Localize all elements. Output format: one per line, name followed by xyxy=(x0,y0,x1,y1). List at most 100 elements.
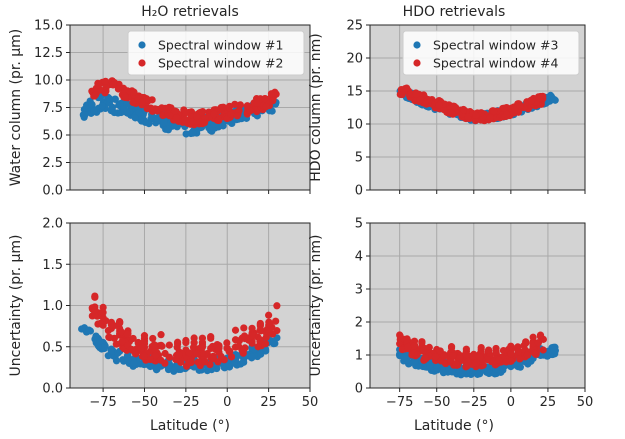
data-point xyxy=(130,88,138,96)
data-point xyxy=(193,350,201,358)
y-tick-label: 15.0 xyxy=(34,19,63,34)
x-tick-label: 25 xyxy=(260,395,277,410)
data-point xyxy=(460,106,468,114)
data-point xyxy=(452,360,460,368)
legend-label: Spectral window #3 xyxy=(433,38,558,53)
legend-marker xyxy=(413,59,421,67)
x-tick-label: −50 xyxy=(131,395,158,410)
data-point xyxy=(107,347,115,355)
data-point xyxy=(240,358,248,366)
data-point xyxy=(109,81,117,89)
data-point xyxy=(489,357,497,365)
data-point xyxy=(223,339,231,347)
axes-frame xyxy=(369,222,586,389)
data-point xyxy=(83,101,91,109)
data-point xyxy=(507,350,515,358)
series-2 xyxy=(396,331,547,371)
data-point xyxy=(140,332,149,340)
data-point xyxy=(256,319,264,328)
data-point xyxy=(99,303,107,311)
data-point xyxy=(231,326,240,334)
data-point xyxy=(90,107,98,115)
data-point xyxy=(449,351,457,360)
x-tick-label: −50 xyxy=(423,395,450,410)
legend-label: Spectral window #4 xyxy=(433,56,558,71)
legend: Spectral window #1 Spectral window #2 xyxy=(127,30,305,76)
data-point xyxy=(257,350,265,358)
data-point xyxy=(536,93,544,102)
data-point xyxy=(101,89,109,97)
data-point xyxy=(265,311,273,319)
data-point xyxy=(406,90,415,98)
data-point xyxy=(152,351,160,360)
y-tick-label: 3 xyxy=(355,283,363,298)
data-point xyxy=(265,328,273,336)
data-point xyxy=(88,100,96,109)
series-2 xyxy=(396,84,547,125)
y-axis-label: Water column (pr. μm) xyxy=(8,29,24,187)
data-point xyxy=(165,341,173,349)
data-point xyxy=(210,110,218,118)
data-point xyxy=(189,129,197,137)
legend-box xyxy=(127,30,305,76)
data-point xyxy=(96,319,104,328)
data-point xyxy=(404,343,412,351)
data-point xyxy=(469,352,478,360)
legend-label: Spectral window #1 xyxy=(158,38,283,53)
data-point xyxy=(484,356,492,364)
y-tick-label: 0.5 xyxy=(42,340,63,355)
data-point xyxy=(94,81,103,89)
data-point xyxy=(106,333,114,342)
data-point xyxy=(193,112,201,121)
data-point xyxy=(215,344,223,352)
data-point xyxy=(248,339,256,347)
data-point xyxy=(400,354,408,362)
data-point xyxy=(160,118,168,127)
data-point xyxy=(175,351,183,359)
data-point xyxy=(182,108,190,116)
data-point xyxy=(254,343,262,351)
y-tick-label: 5 xyxy=(355,217,363,232)
data-point xyxy=(143,105,151,113)
y-tick-label: 0.0 xyxy=(42,184,63,199)
data-point xyxy=(165,112,174,120)
y-tick-label: 0.0 xyxy=(42,382,63,397)
data-point xyxy=(81,111,89,119)
data-point xyxy=(412,90,420,98)
data-point xyxy=(516,355,524,363)
xlabel-right: Latitude (°) xyxy=(414,418,494,434)
data-point xyxy=(500,104,508,112)
data-point xyxy=(239,346,247,354)
x-tick-label: −25 xyxy=(172,395,199,410)
data-point xyxy=(207,334,215,342)
data-point xyxy=(111,95,119,103)
data-point xyxy=(419,347,427,355)
data-point xyxy=(107,321,115,329)
y-tick-label: 7.5 xyxy=(42,101,63,116)
data-point xyxy=(476,353,484,361)
y-tick-label: 2 xyxy=(355,316,363,331)
data-point xyxy=(529,340,537,348)
y-tick-label: 20 xyxy=(346,52,363,67)
data-point xyxy=(128,345,136,354)
y-tick-label: 10 xyxy=(346,118,363,133)
x-tick-label: 0 xyxy=(223,395,231,410)
y-tick-label: 5 xyxy=(355,151,363,166)
data-point xyxy=(165,353,173,361)
data-point xyxy=(262,102,270,111)
panel-bottom-right: 0 1 2 3 4 5 −75 −50 −25 0 25 50 Uncertainty (pr. nm) xyxy=(308,217,593,411)
data-point xyxy=(240,324,248,332)
data-point xyxy=(539,346,547,354)
data-point xyxy=(413,351,421,359)
title-left: H₂O retrievals xyxy=(141,4,238,20)
data-point xyxy=(91,306,99,314)
data-point xyxy=(149,334,157,343)
data-point xyxy=(403,335,411,344)
data-point xyxy=(172,113,181,122)
data-point xyxy=(129,98,137,107)
legend-marker xyxy=(413,41,421,49)
data-point xyxy=(416,96,424,104)
data-point xyxy=(198,334,207,342)
data-point xyxy=(485,346,493,354)
data-point xyxy=(462,345,470,353)
